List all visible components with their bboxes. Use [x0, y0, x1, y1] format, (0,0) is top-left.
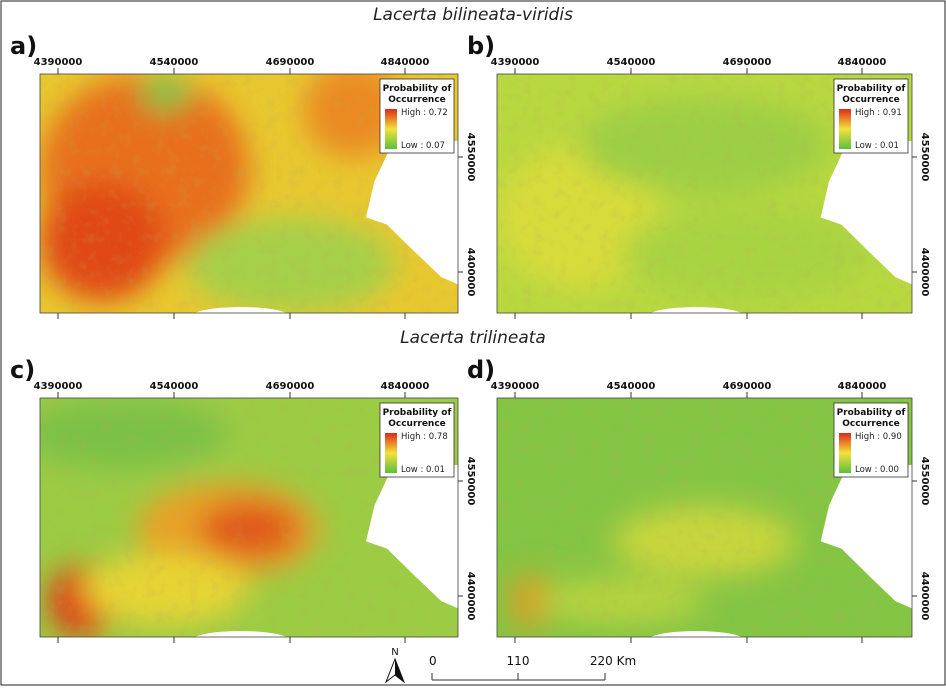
- legend-title: Probability of Occurrence: [383, 408, 452, 429]
- scale-label: 110: [507, 654, 530, 668]
- legend-title-text: Occurrence: [842, 95, 900, 105]
- x-tick-label: 4540000: [150, 57, 199, 68]
- legend-low: Low : 0.00: [855, 465, 899, 475]
- x-tick-label: 4690000: [723, 57, 772, 68]
- legend-high: High : 0.90: [855, 432, 902, 442]
- x-tick-label: 4840000: [838, 381, 887, 392]
- north-label: N: [391, 647, 398, 658]
- legend-title: Probability of Occurrence: [837, 408, 906, 429]
- y-tick-label: 4550000: [465, 457, 476, 506]
- x-tick-label: 4540000: [607, 381, 656, 392]
- x-tick-label: 4840000: [838, 57, 887, 68]
- x-tick-label: 4840000: [381, 57, 430, 68]
- sea: [650, 307, 742, 313]
- north-arrow-half: [395, 659, 404, 682]
- y-tick-label: 4550000: [919, 133, 930, 182]
- y-tick-label: 4400000: [465, 572, 476, 621]
- legend-ramp: [839, 109, 851, 149]
- y-tick-label: 4400000: [465, 248, 476, 297]
- legend-title-text: Probability of: [383, 84, 452, 94]
- legend-ramp: [385, 433, 397, 473]
- x-tick-label: 4390000: [34, 57, 83, 68]
- y-tick-label: 4550000: [919, 457, 930, 506]
- map-border: [39, 397, 459, 638]
- sea: [650, 631, 742, 637]
- map: [40, 74, 458, 313]
- x-tick-label: 4840000: [381, 381, 430, 392]
- legend-title-text: Probability of: [383, 408, 452, 418]
- map-border: [496, 397, 913, 638]
- panel-label: d): [467, 356, 495, 384]
- y-tick-label: 4550000: [465, 133, 476, 182]
- legend-title: Probability of Occurrence: [837, 84, 906, 105]
- x-tick-label: 4690000: [723, 381, 772, 392]
- map: [497, 398, 912, 637]
- legend-title-text: Probability of: [837, 84, 906, 94]
- x-tick-label: 4390000: [491, 57, 540, 68]
- x-tick-label: 4690000: [266, 381, 315, 392]
- species-title: Lacerta bilineata-viridis: [373, 5, 573, 25]
- scale-label: 220 Km: [590, 654, 636, 668]
- legend-high: High : 0.91: [855, 108, 902, 118]
- scale-label: 0: [429, 654, 437, 668]
- legend-high: High : 0.78: [401, 432, 448, 442]
- legend-title: Probability of Occurrence: [383, 84, 452, 105]
- legend-high: High : 0.72: [401, 108, 448, 118]
- sea: [366, 140, 458, 285]
- sea: [194, 631, 287, 637]
- legend-low: Low : 0.01: [401, 465, 445, 475]
- legend-low: Low : 0.01: [855, 141, 899, 151]
- legend-title-text: Occurrence: [842, 419, 900, 429]
- sea: [194, 307, 287, 313]
- legend-ramp: [839, 433, 851, 473]
- x-tick-label: 4390000: [34, 381, 83, 392]
- x-tick-label: 4540000: [150, 381, 199, 392]
- panel-label: c): [10, 356, 35, 384]
- sea: [820, 140, 912, 285]
- legend-title-text: Occurrence: [388, 95, 446, 105]
- legend-ramp: [385, 109, 397, 149]
- x-tick-label: 4690000: [266, 57, 315, 68]
- sea: [366, 464, 458, 609]
- panel-label: b): [467, 32, 495, 60]
- y-tick-label: 4400000: [919, 248, 930, 297]
- x-tick-label: 4540000: [607, 57, 656, 68]
- map-border: [39, 73, 459, 314]
- map-border: [496, 73, 913, 314]
- legend-title-text: Occurrence: [388, 419, 446, 429]
- species-title: Lacerta trilineata: [400, 328, 546, 348]
- map: [40, 398, 458, 637]
- legend-title-text: Probability of: [837, 408, 906, 418]
- sea: [820, 464, 912, 609]
- y-tick-label: 4400000: [919, 572, 930, 621]
- panel-label: a): [10, 32, 37, 60]
- x-tick-label: 4390000: [491, 381, 540, 392]
- legend-low: Low : 0.07: [401, 141, 445, 151]
